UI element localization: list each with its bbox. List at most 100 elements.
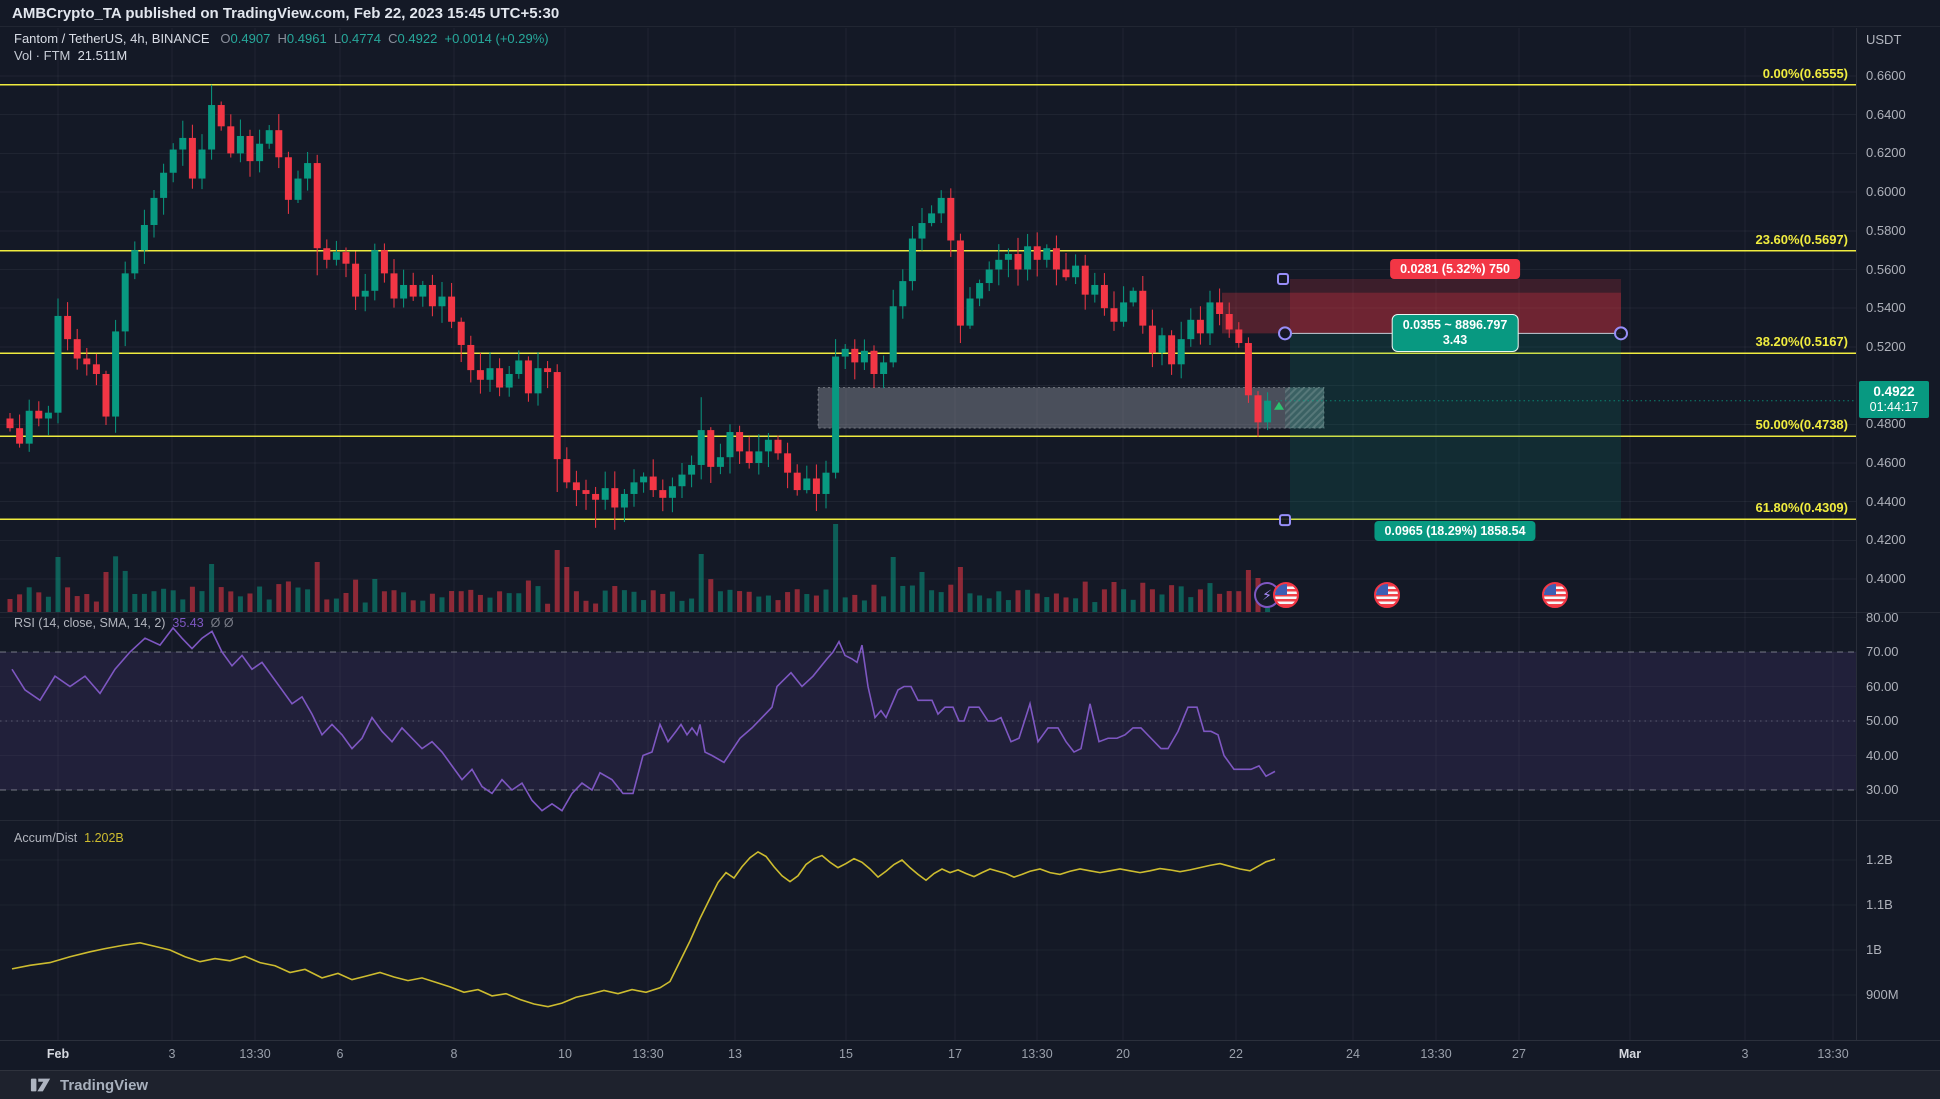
candle-body	[1158, 335, 1166, 353]
time-tick-8[interactable]: 8	[450, 1047, 458, 1061]
ad-tick-900M[interactable]: 900M	[1866, 987, 1899, 1002]
rsi-ad-separator[interactable]	[0, 820, 1940, 821]
time-tick-6[interactable]: 6	[336, 1047, 344, 1061]
candle-body	[284, 157, 292, 200]
ad-tick-1.1B[interactable]: 1.1B	[1866, 897, 1893, 912]
candle-body	[457, 321, 465, 345]
arrow-marker[interactable]	[1274, 401, 1284, 410]
volume-bar	[295, 587, 301, 612]
candle-body	[428, 284, 436, 307]
volume-bar	[93, 601, 99, 612]
symbol-legend[interactable]: Fantom / TetherUS, 4h, BINANCE O0.4907 H…	[14, 31, 549, 46]
current-price-label[interactable]: 0.4922 01:44:17	[1859, 381, 1929, 418]
tool-handle-square[interactable]	[1279, 514, 1291, 527]
time-tick-22[interactable]: 22	[1229, 1047, 1243, 1061]
tool-handle-circle[interactable]	[1278, 326, 1292, 341]
price-tick-0.6200[interactable]: 0.6200	[1866, 145, 1906, 161]
time-tick-13:30[interactable]: 13:30	[239, 1047, 271, 1061]
price-tick-0.4600[interactable]: 0.4600	[1866, 455, 1906, 470]
time-tick-13:30[interactable]: 13:30	[1817, 1047, 1849, 1061]
volume-bar	[429, 593, 435, 612]
usa-flag-sticker-icon[interactable]	[1273, 582, 1299, 608]
time-tick-13:30[interactable]: 13:30	[632, 1047, 664, 1061]
volume-bar	[545, 603, 551, 612]
time-tick-10[interactable]: 10	[558, 1047, 572, 1061]
time-tick-15[interactable]: 15	[839, 1047, 853, 1061]
price-tick-0.6400[interactable]: 0.6400	[1866, 106, 1906, 122]
candle-body	[486, 368, 494, 380]
volume-bar	[583, 600, 589, 612]
open-label: O	[220, 31, 231, 46]
price-tick-0.5800[interactable]: 0.5800	[1866, 222, 1906, 238]
candle-body	[956, 240, 964, 326]
time-tick-3[interactable]: 3	[1741, 1047, 1749, 1061]
price-rsi-separator[interactable]	[0, 612, 1940, 613]
volume-bar	[813, 595, 819, 612]
rsi-legend[interactable]: RSI (14, close, SMA, 14, 2) 35.43 Ø Ø	[14, 616, 234, 630]
time-tick-Feb[interactable]: Feb	[46, 1047, 70, 1061]
volume-bar	[1207, 583, 1213, 612]
price-tick-0.5600[interactable]: 0.5600	[1866, 261, 1906, 277]
volume-bar	[852, 594, 858, 612]
ad-tick-1B[interactable]: 1B	[1866, 942, 1882, 957]
price-tick-0.4800[interactable]: 0.4800	[1866, 416, 1906, 432]
demand-zone-rectangle[interactable]	[817, 387, 1325, 429]
price-tick-0.5200[interactable]: 0.5200	[1866, 338, 1906, 354]
time-tick-27[interactable]: 27	[1512, 1047, 1526, 1061]
volume-bar	[314, 562, 320, 612]
price-tick-0.4400[interactable]: 0.4400	[1866, 493, 1906, 509]
volume-bar	[257, 586, 263, 612]
volume-legend[interactable]: Vol · FTM 21.511M	[14, 48, 127, 63]
position-profit-zone[interactable]	[1290, 333, 1621, 521]
tradingview-brand[interactable]: TradingView	[60, 1076, 149, 1094]
volume-bar	[909, 585, 915, 612]
time-tick-13:30[interactable]: 13:30	[1021, 1047, 1053, 1061]
candle-body	[352, 263, 360, 297]
candle-body	[1072, 265, 1080, 278]
accum-dist-legend[interactable]: Accum/Dist 1.202B	[14, 831, 124, 845]
rsi-tick-40[interactable]: 40.00	[1866, 747, 1899, 763]
candle-body	[102, 373, 110, 417]
position-target-label[interactable]: 0.0965 (18.29%) 1858.54	[1374, 521, 1536, 541]
tool-handle-circle[interactable]	[1614, 326, 1628, 341]
volume-bar	[938, 592, 944, 612]
time-tick-20[interactable]: 20	[1116, 1047, 1130, 1061]
volume-bar	[36, 592, 42, 612]
position-stop-label[interactable]: 0.0281 (5.32%) 750	[1390, 259, 1520, 279]
position-entry-label[interactable]: 0.0355 ~ 8896.797 3.43	[1391, 314, 1519, 352]
volume-bar	[1101, 589, 1107, 612]
rsi-tick-80[interactable]: 80.00	[1866, 609, 1899, 625]
time-tick-Mar[interactable]: Mar	[1618, 1047, 1642, 1061]
time-tick-24[interactable]: 24	[1346, 1047, 1360, 1061]
time-tick-13:30[interactable]: 13:30	[1420, 1047, 1452, 1061]
rsi-tick-60[interactable]: 60.00	[1866, 678, 1899, 694]
time-tick-3[interactable]: 3	[168, 1047, 176, 1061]
ad-tick-1.2B[interactable]: 1.2B	[1866, 852, 1893, 867]
tradingview-logo-icon[interactable]	[30, 1074, 52, 1096]
rsi-tick-30[interactable]: 30.00	[1866, 782, 1899, 797]
volume-bar	[276, 584, 282, 612]
volume-bar	[305, 589, 311, 612]
time-tick-17[interactable]: 17	[948, 1047, 962, 1061]
tool-handle-square[interactable]	[1277, 272, 1289, 285]
volume-bar	[660, 593, 666, 612]
price-tick-0.6600[interactable]: 0.6600	[1866, 68, 1906, 83]
candle-body	[380, 250, 388, 274]
price-tick-0.6000[interactable]: 0.6000	[1866, 184, 1906, 200]
rsi-tick-70[interactable]: 70.00	[1866, 644, 1899, 659]
price-tick-0.4000[interactable]: 0.4000	[1866, 571, 1906, 587]
candle-body	[1129, 290, 1137, 303]
usa-flag-sticker-icon[interactable]	[1542, 582, 1568, 608]
volume-bar	[554, 550, 560, 612]
candle-body	[16, 428, 24, 444]
page-title: AMBCrypto_TA published on TradingView.co…	[0, 0, 1940, 27]
candle-body	[1091, 284, 1099, 295]
time-tick-13[interactable]: 13	[728, 1047, 742, 1061]
price-tick-0.4200[interactable]: 0.4200	[1866, 532, 1906, 548]
usa-flag-sticker-icon[interactable]	[1374, 582, 1400, 608]
price-axis-separator[interactable]	[1856, 28, 1857, 1040]
price-tick-0.5400[interactable]: 0.5400	[1866, 300, 1906, 316]
rsi-tick-50[interactable]: 50.00	[1866, 713, 1899, 728]
volume-bar	[266, 599, 272, 612]
